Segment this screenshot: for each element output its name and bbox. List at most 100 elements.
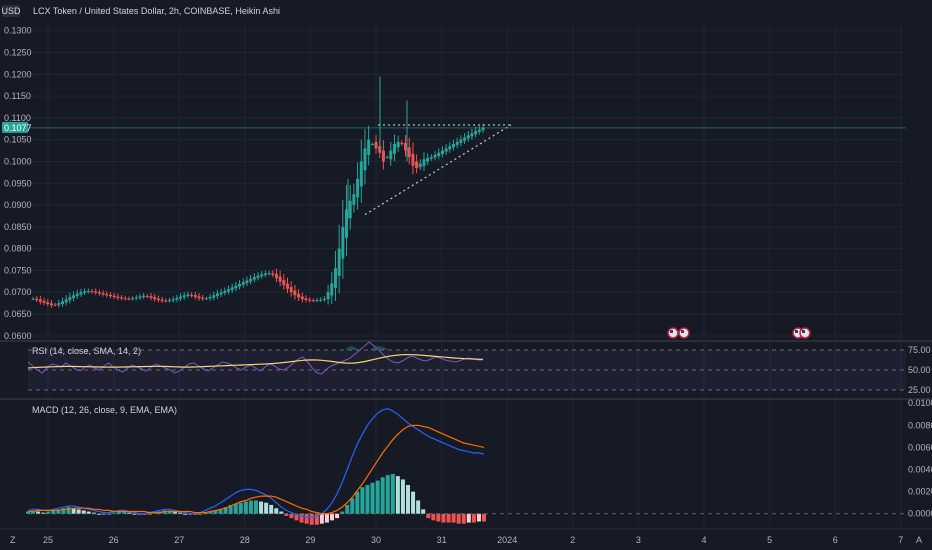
candle-body <box>463 137 467 141</box>
price-pane[interactable] <box>28 76 906 339</box>
candle-body <box>300 296 304 300</box>
time-tick-label: 2 <box>570 535 575 545</box>
currency-badge[interactable] <box>2 5 20 17</box>
auto-scale-icon[interactable]: A <box>916 535 922 545</box>
macd-histogram <box>26 473 906 525</box>
timezone-icon[interactable]: Z <box>10 535 16 545</box>
macd-histogram-bar <box>335 513 340 519</box>
candle-body <box>385 157 389 159</box>
candle-body <box>219 292 223 295</box>
candle-body <box>49 303 53 306</box>
candle-body <box>256 275 260 278</box>
last-price-tag <box>2 121 28 133</box>
us-flag-canton <box>802 330 805 333</box>
candle-body <box>190 294 194 296</box>
macd-histogram-bar <box>436 513 441 522</box>
macd-histogram-bar <box>375 480 380 514</box>
macd-histogram-bar <box>86 511 91 514</box>
candle-body <box>341 226 345 259</box>
time-tick-label: 6 <box>833 535 838 545</box>
macd-histogram-bar <box>61 508 66 514</box>
macd-histogram-bar <box>76 509 81 514</box>
candle-body <box>72 295 76 299</box>
rsi-tick-label: 25.00 <box>908 385 931 395</box>
macd-histogram-bar <box>446 513 451 523</box>
candle-body <box>282 280 286 286</box>
candle-body <box>35 298 39 301</box>
time-tick-label: 7 <box>898 535 903 545</box>
candle-body <box>179 296 183 299</box>
macd-histogram-bar <box>36 511 41 514</box>
macd-histogram-bar <box>81 510 86 514</box>
price-tick-label: 0.0750 <box>4 265 32 275</box>
macd-histogram-bar <box>274 508 279 514</box>
candle-body <box>260 274 264 277</box>
macd-histogram-bar <box>461 513 466 524</box>
macd-histogram-bar <box>259 501 264 514</box>
macd-histogram-bar <box>330 513 334 521</box>
macd-histogram-bar <box>324 513 329 523</box>
candle-body <box>315 300 319 302</box>
candle-body <box>433 154 437 158</box>
price-axis[interactable]: 0.1300 0.1250 0.1200 0.1150 0.1100 0.1050 0.10… <box>4 26 32 341</box>
candle-body <box>238 283 242 287</box>
candle-body <box>440 150 444 154</box>
candle-body <box>230 287 234 291</box>
macd-histogram-bar <box>223 507 228 514</box>
candle-body <box>160 299 164 301</box>
rsi-overbought-fill <box>345 346 358 350</box>
candle-body <box>389 150 393 160</box>
macd-histogram-bar <box>451 513 456 523</box>
candle-body <box>79 292 83 295</box>
candle-body <box>94 291 98 293</box>
candle-body <box>370 144 374 146</box>
macd-histogram-bar <box>416 500 421 514</box>
candle-body <box>466 135 470 139</box>
macd-histogram-bar <box>294 513 299 521</box>
candle-body <box>293 290 297 296</box>
time-axis[interactable]: 25 26 27 28 29 30 31 2024 2 3 4 5 6 7 <box>43 535 903 545</box>
candle-body <box>241 282 245 285</box>
candle-body <box>422 159 426 166</box>
candle-body <box>429 157 433 159</box>
macd-histogram-bar <box>112 512 117 514</box>
rsi-pane[interactable] <box>27 341 906 391</box>
macd-pane[interactable] <box>26 408 906 525</box>
candle-body <box>164 300 168 302</box>
candle-body <box>57 303 61 306</box>
candle-body <box>411 153 415 166</box>
macd-histogram-bar <box>482 513 486 522</box>
macd-histogram-bar <box>395 476 400 514</box>
candle-body <box>112 295 116 298</box>
macd-histogram-bar <box>117 511 122 514</box>
economic-event-flags[interactable] <box>667 327 811 339</box>
candle-body <box>337 248 341 276</box>
currency-badge-label: USD <box>1 6 21 16</box>
candle-body <box>297 293 301 298</box>
macd-histogram-bar <box>385 475 390 514</box>
macd-histogram-bar <box>400 479 405 514</box>
macd-histogram-bar <box>340 511 345 514</box>
candle-body <box>61 301 65 305</box>
macd-histogram-bar <box>441 513 446 523</box>
candle-body <box>86 290 90 292</box>
price-tick-label: 0.0600 <box>4 331 32 341</box>
candle-body <box>204 298 208 300</box>
candles <box>31 76 485 308</box>
rsi-title: RSI (14, close, SMA, 14, 2) <box>32 346 141 356</box>
candle-body <box>381 150 385 162</box>
candle-body <box>267 273 271 275</box>
candle-body <box>418 163 422 167</box>
macd-histogram-bar <box>365 485 370 514</box>
candle-body <box>437 152 441 157</box>
macd-histogram-bar <box>183 513 188 515</box>
us-flag-canton <box>795 330 798 333</box>
macd-histogram-bar <box>228 504 233 514</box>
macd-histogram-bar <box>314 513 319 525</box>
candle-body <box>308 299 312 301</box>
macd-histogram-bar <box>51 510 56 514</box>
macd-histogram-bar <box>172 511 177 514</box>
candle-body <box>363 148 367 171</box>
